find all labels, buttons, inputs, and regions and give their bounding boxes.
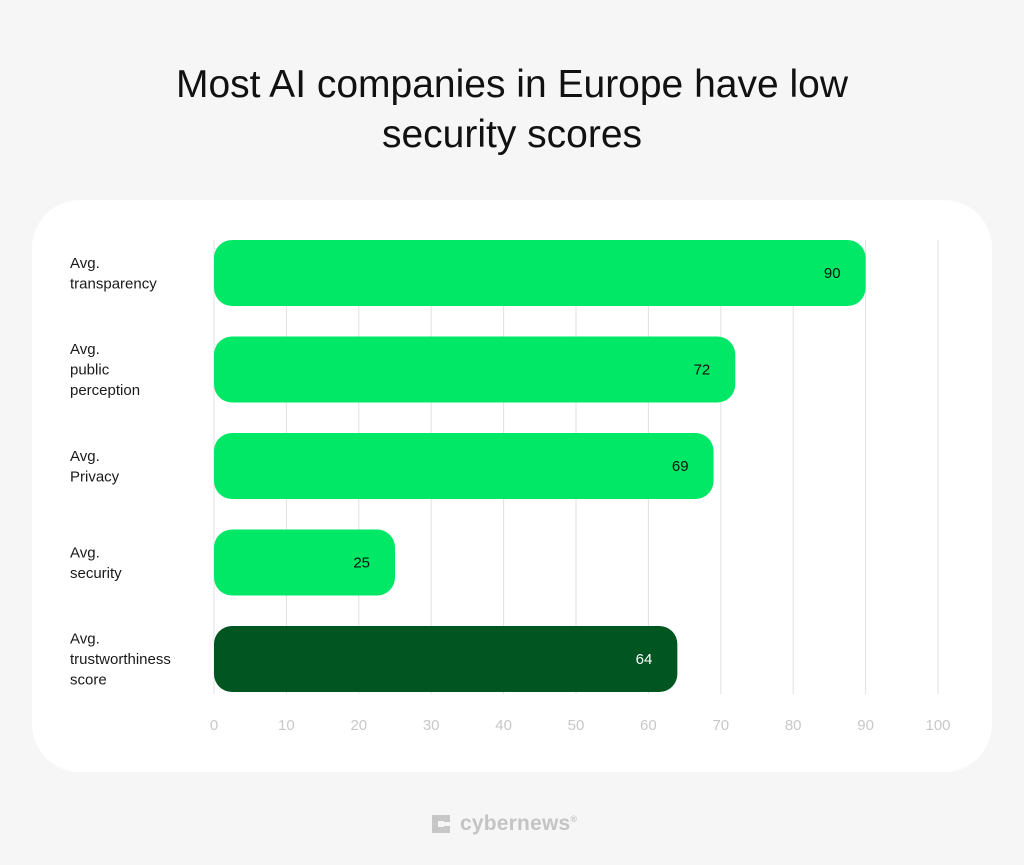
category-label-line: public: [70, 362, 110, 379]
bar-value-label: 90: [824, 265, 841, 282]
x-tick-label: 100: [925, 717, 950, 734]
bar: [214, 336, 736, 403]
category-label: Avg. transparency: [70, 255, 157, 293]
bar-value-label: 25: [353, 555, 370, 572]
bar-value-label: 64: [636, 651, 653, 668]
x-tick-label: 70: [712, 717, 729, 734]
bar-chart: 0 10 20 30 40 50 60 70 80 90 100 90 Avg. transparency…: [70, 240, 951, 734]
category-label-line: perception: [70, 382, 140, 399]
x-tick-label: 40: [495, 717, 512, 734]
category-label: Avg. trustworthiness score: [70, 631, 171, 689]
x-tick-label: 30: [423, 717, 440, 734]
bar: [214, 433, 714, 499]
category-label-line: Avg.: [70, 341, 100, 358]
x-tick-label: 20: [350, 717, 367, 734]
category-label-line: score: [70, 672, 107, 689]
x-tick-label: 60: [640, 717, 657, 734]
x-tick-label: 90: [857, 717, 874, 734]
category-label-line: security: [70, 565, 122, 582]
bar-value-label: 69: [672, 458, 689, 475]
category-label-line: Avg.: [70, 631, 100, 648]
category-label-line: Avg.: [70, 448, 100, 465]
bar: [214, 240, 866, 306]
chart-title: Most AI companies in Europe have low sec…: [175, 63, 849, 156]
category-label: Avg. public perception: [70, 341, 140, 399]
chart-panel: 0 10 20 30 40 50 60 70 80 90 100 90 Avg. transparency…: [32, 200, 992, 772]
category-label-line: transparency: [70, 275, 157, 292]
cybernews-logo: cybernews®: [430, 810, 577, 838]
x-tick-label: 10: [278, 717, 295, 734]
cybernews-logo-icon: [432, 815, 450, 833]
x-tick-label: 0: [210, 717, 218, 734]
category-label: Avg. security: [70, 544, 122, 582]
logo-text: cybernews®: [460, 812, 578, 835]
bar-value-label: 72: [694, 362, 711, 379]
x-tick-label: 50: [568, 717, 585, 734]
category-label-line: trustworthiness: [70, 651, 171, 668]
x-tick-label: 80: [785, 717, 802, 734]
bar: [214, 626, 678, 692]
category-label: Avg. Privacy: [70, 448, 120, 486]
category-label-line: Avg.: [70, 255, 100, 272]
category-label-line: Avg.: [70, 544, 100, 561]
bar: [214, 529, 395, 596]
category-label-line: Privacy: [70, 468, 120, 485]
